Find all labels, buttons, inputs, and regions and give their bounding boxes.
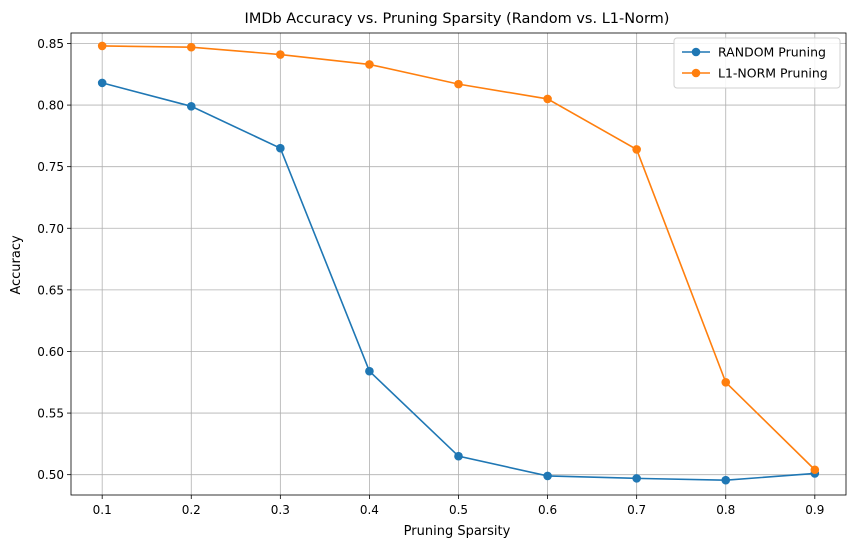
y-tick-label: 0.80 xyxy=(37,99,64,113)
data-point-l1-norm-pruning xyxy=(721,377,731,387)
y-tick-label: 0.85 xyxy=(37,37,64,51)
data-point-l1-norm-pruning xyxy=(365,60,374,69)
y-tick-label: 0.75 xyxy=(37,160,64,174)
grid-lines xyxy=(71,33,846,495)
x-tick-label: 0.7 xyxy=(627,503,646,517)
legend-label-l1-norm-pruning: L1-NORM Pruning xyxy=(718,66,828,81)
data-point-random-pruning xyxy=(276,143,285,153)
y-axis-label: Accuracy xyxy=(9,235,24,295)
series-layer xyxy=(97,41,820,485)
data-point-l1-norm-pruning xyxy=(632,145,641,154)
x-tick-label: 0.1 xyxy=(93,503,112,517)
data-point-l1-norm-pruning xyxy=(97,41,107,51)
x-axis-label: Pruning Sparsity xyxy=(404,524,511,539)
legend: RANDOM Pruning L1-NORM Pruning xyxy=(673,37,841,89)
data-point-l1-norm-pruning xyxy=(186,42,196,52)
data-point-random-pruning xyxy=(543,471,552,481)
x-tick-label: 0.3 xyxy=(271,503,290,517)
legend-marker-l1-norm-pruning xyxy=(691,68,701,78)
y-tick-label: 0.60 xyxy=(37,345,64,359)
y-tick-label: 0.70 xyxy=(37,222,64,236)
data-point-random-pruning xyxy=(186,102,196,111)
data-point-l1-norm-pruning xyxy=(276,50,285,59)
data-point-random-pruning xyxy=(632,474,641,483)
data-point-l1-norm-pruning xyxy=(810,465,820,475)
series-l1-norm-pruning xyxy=(97,41,820,475)
data-point-l1-norm-pruning xyxy=(543,94,552,104)
chart-title: IMDb Accuracy vs. Pruning Sparsity (Rand… xyxy=(245,11,670,27)
x-tick-label: 0.6 xyxy=(538,503,557,517)
x-tick-label: 0.8 xyxy=(716,503,735,517)
y-tick-label: 0.50 xyxy=(37,468,64,482)
data-point-random-pruning xyxy=(721,475,731,485)
legend-marker-random-pruning xyxy=(691,47,701,57)
data-point-l1-norm-pruning xyxy=(454,79,463,89)
y-tick-label: 0.65 xyxy=(37,283,64,297)
data-point-random-pruning xyxy=(97,78,107,88)
data-point-random-pruning xyxy=(454,451,463,461)
data-point-random-pruning xyxy=(365,366,374,376)
axes: 0.1 0.2 0.3 0.4 0.5 0.6 0.7 0.8 0.9 0.50 0.55 0.60 0… xyxy=(37,32,847,517)
x-tick-label: 0.4 xyxy=(360,503,379,517)
x-tick-label: 0.5 xyxy=(449,503,468,517)
y-tick-label: 0.55 xyxy=(37,407,64,421)
x-tick-label: 0.2 xyxy=(182,503,201,517)
legend-box xyxy=(673,37,841,89)
x-tick-label: 0.9 xyxy=(805,503,824,517)
legend-label-random-pruning: RANDOM Pruning xyxy=(718,45,826,60)
